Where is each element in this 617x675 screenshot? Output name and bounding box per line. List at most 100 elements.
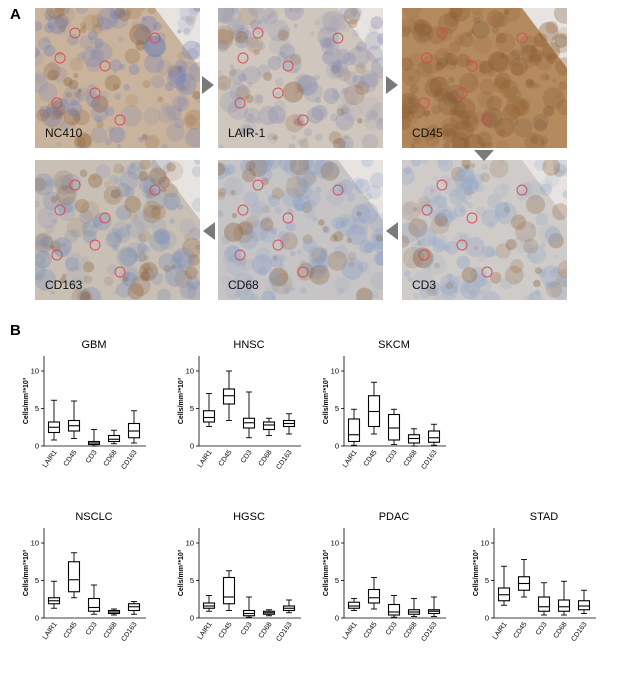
tissue-texture [126,219,146,239]
region-marker [149,32,161,44]
tissue-texture [277,51,288,62]
tissue-texture [481,107,504,129]
tissue-texture [495,32,516,53]
tissue-region [218,160,383,300]
y-tick-label: 5 [190,404,194,413]
tissue-texture [151,218,167,234]
tissue-texture [464,281,477,294]
tissue-texture [539,179,553,193]
y-tick-label: 10 [31,367,39,376]
tissue-texture [552,160,567,174]
tissue-texture [361,133,379,148]
tissue-texture [413,207,418,212]
tissue-texture [223,163,234,174]
tissue-texture [494,202,517,225]
ihc-tile-nc410: NC410 [35,8,200,148]
tissue-texture [143,35,166,58]
tissue-texture [341,101,362,122]
region-marker [418,249,430,261]
tissue-texture [407,16,426,34]
tissue-texture [554,253,559,259]
tissue-texture [427,26,446,45]
tissue-texture [45,13,53,22]
tissue-texture [257,64,270,78]
tissue-texture [307,107,324,124]
tissue-texture [470,289,477,296]
region-marker [237,52,249,64]
tissue-texture [139,261,158,281]
tissue-texture [486,10,505,28]
tissue-texture [458,32,474,48]
tissue-texture [88,173,103,188]
tissue-texture [225,164,236,175]
tissue-texture [72,113,81,122]
tissue-texture [120,105,142,127]
region-marker [237,204,249,216]
tissue-texture [134,250,147,263]
tissue-texture [74,91,81,98]
tissue-texture [140,267,154,281]
tissue-texture [331,92,340,101]
tissue-texture [439,175,450,185]
tissue-texture [94,115,102,123]
tissue-texture [252,200,267,215]
tissue-texture [431,288,439,296]
tissue-texture [143,200,161,219]
box-cd3 [387,603,401,616]
tissue-texture [108,9,129,29]
tissue-texture [446,273,453,280]
tissue-texture [53,8,75,26]
tissue-texture [96,120,104,128]
tissue-texture [450,8,463,18]
region-marker [481,266,493,278]
tissue-texture [402,114,412,130]
y-tick-label: 0 [485,614,489,623]
tissue-texture [347,251,357,261]
tissue-texture [315,97,321,104]
tissue-texture [278,25,291,38]
tissue-texture [402,103,414,125]
tissue-texture [223,222,244,242]
tissue-texture [473,173,485,185]
tissue-texture [291,135,297,141]
x-tick-label: CD45 [218,621,234,640]
tissue-texture [513,117,533,138]
chart-title: HNSC [233,339,264,351]
tissue-texture [229,64,234,69]
tissue-texture [76,133,92,148]
tissue-texture [241,124,253,136]
tissue-texture [297,138,305,146]
tissue-texture [540,135,549,144]
tissue-texture [412,23,431,42]
tissue-texture [125,94,139,107]
boxplot-hgsc: HGSC 0 5 10 Cells/mm²*10³ LAIR1 CD45 CD3 CD68 CD1… [165,510,305,665]
tissue-texture [301,201,313,214]
tissue-texture [509,259,524,274]
tissue-texture [481,209,500,227]
tissue-texture [153,228,171,245]
tissue-texture [125,268,139,283]
tissue-texture [271,295,277,300]
tissue-texture [323,226,331,234]
tissue-texture [258,266,268,276]
tissue-texture [267,105,287,124]
tissue-region [35,8,200,148]
tissue-texture [35,233,50,248]
tissue-texture [313,74,320,81]
tissue-texture [177,79,191,93]
tissue-texture [407,97,415,105]
box-cd45 [222,388,236,405]
chart-title: SKCM [378,339,410,351]
tissue-texture [257,19,263,25]
tissue-texture [50,290,55,295]
tissue-texture [269,34,291,56]
tissue-texture [242,30,252,40]
tissue-texture [556,268,567,288]
tissue-texture [315,186,322,193]
region-marker [516,32,528,44]
tissue-texture [185,15,196,26]
tissue-texture [143,107,161,125]
tissue-texture [503,202,509,207]
box-cd68 [107,434,121,443]
tissue-texture [372,237,383,254]
